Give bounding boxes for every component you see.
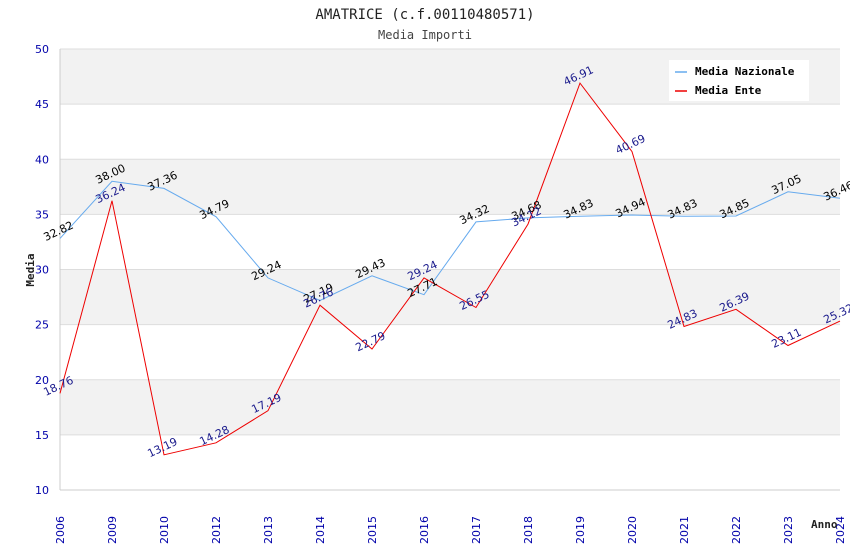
axes: [59, 49, 840, 491]
x-tick-label: 2024: [834, 516, 847, 544]
grid-bands: [60, 49, 840, 435]
x-tick-label: 2010: [158, 516, 171, 544]
legend-box: [669, 60, 809, 101]
x-axis-title: Anno: [811, 518, 838, 531]
x-tick-label: 2023: [782, 516, 795, 544]
x-tick-label: 2013: [262, 516, 275, 544]
series-line-nazionale: [59, 180, 841, 302]
x-tick-label: 2012: [210, 516, 223, 544]
y-tick-label: 15: [35, 429, 49, 442]
y-tick-label: 40: [35, 153, 49, 166]
x-tick-label: 2006: [54, 516, 67, 544]
data-label-ente: 23.11: [769, 326, 803, 351]
x-tick-label: 2022: [730, 516, 743, 544]
x-tick-label: 2020: [626, 516, 639, 544]
series-lines: [59, 82, 841, 456]
x-tick-label: 2014: [314, 516, 327, 544]
grid-lines: [60, 48, 840, 491]
y-tick-label: 50: [35, 43, 49, 56]
y-tick-label: 25: [35, 319, 49, 332]
y-axis-ticks: 10 15 20 25 30 35 40 45 50: [35, 43, 49, 497]
grid-band: [60, 379, 840, 435]
y-tick-label: 20: [35, 374, 49, 387]
data-label-nazionale: 32.82: [41, 219, 75, 244]
x-tick-label: 2017: [470, 516, 483, 544]
y-tick-label: 35: [35, 208, 49, 221]
x-tick-label: 2016: [418, 516, 431, 544]
grid-band: [60, 159, 840, 215]
y-tick-label: 30: [35, 264, 49, 277]
chart-title: AMATRICE (c.f.00110480571): [315, 7, 534, 23]
series-line-ente: [59, 82, 841, 456]
x-tick-label: 2019: [574, 516, 587, 544]
legend: Media Nazionale Media Ente: [669, 60, 809, 101]
legend-label-ente: Media Ente: [695, 84, 762, 97]
legend-label-nazionale: Media Nazionale: [695, 65, 795, 78]
data-label-ente: 22.79: [353, 329, 387, 354]
y-tick-label: 45: [35, 98, 49, 111]
x-tick-label: 2018: [522, 516, 535, 544]
y-axis-title: Media: [24, 253, 37, 286]
x-tick-label: 2021: [678, 516, 691, 544]
x-axis-ticks: 2006 2009 2010 2012 2013 2014 2015 2016 2017 2018…: [54, 516, 847, 544]
x-tick-label: 2015: [366, 516, 379, 544]
x-tick-label: 2009: [106, 516, 119, 544]
y-tick-label: 10: [35, 484, 49, 497]
grid-band: [60, 269, 840, 325]
data-label-ente: 13.19: [145, 435, 179, 460]
data-label-ente: 40.69: [613, 132, 647, 157]
chart-subtitle: Media Importi: [378, 28, 472, 42]
